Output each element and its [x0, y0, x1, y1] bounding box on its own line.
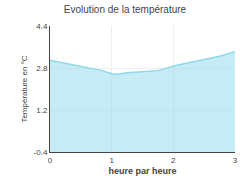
svg-text:0: 0: [48, 156, 53, 165]
svg-text:-0.4: -0.4: [34, 148, 48, 157]
svg-text:Evolution de la température: Evolution de la température: [64, 4, 187, 15]
svg-text:4.4: 4.4: [36, 22, 48, 31]
svg-text:2: 2: [171, 156, 176, 165]
svg-text:3: 3: [233, 156, 238, 165]
svg-text:1.2: 1.2: [36, 106, 48, 115]
svg-text:2.8: 2.8: [36, 64, 48, 73]
svg-text:1: 1: [109, 156, 114, 165]
svg-text:Température en °C: Température en °C: [20, 55, 29, 122]
svg-text:heure par heure: heure par heure: [108, 166, 176, 176]
